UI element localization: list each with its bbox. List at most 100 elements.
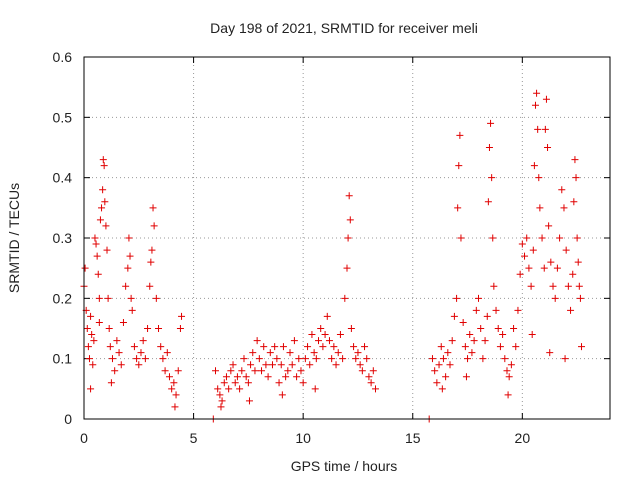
- data-point: [117, 361, 125, 369]
- data-point: [560, 204, 568, 212]
- data-point: [547, 258, 555, 266]
- data-point: [470, 337, 478, 345]
- data-point: [529, 246, 537, 254]
- data-point: [125, 234, 133, 242]
- data-point: [504, 391, 512, 399]
- data-point: [284, 367, 292, 375]
- data-point: [90, 337, 98, 345]
- data-point: [328, 355, 336, 363]
- y-tick-label: 0.4: [53, 170, 73, 186]
- data-point: [578, 343, 586, 351]
- data-point: [105, 325, 113, 332]
- data-point: [81, 264, 89, 272]
- data-point: [512, 343, 520, 351]
- data-point: [462, 373, 470, 381]
- data-point: [346, 216, 354, 224]
- data-point: [489, 234, 497, 242]
- data-point: [165, 373, 173, 381]
- data-point: [573, 234, 581, 242]
- data-point: [122, 282, 130, 290]
- data-point: [297, 367, 305, 375]
- data-point: [149, 204, 157, 212]
- data-point: [152, 294, 160, 302]
- data-point: [456, 131, 464, 139]
- data-point: [556, 234, 564, 242]
- data-point: [533, 89, 541, 97]
- data-point: [435, 361, 443, 369]
- data-point: [258, 367, 266, 375]
- data-point: [87, 312, 95, 320]
- data-point: [251, 367, 259, 375]
- data-point: [306, 361, 314, 369]
- data-point: [571, 156, 579, 164]
- data-point: [137, 349, 145, 357]
- data-point: [461, 343, 469, 351]
- data-point: [354, 349, 362, 357]
- data-point: [358, 367, 366, 375]
- data-point: [216, 391, 224, 399]
- data-point: [317, 325, 325, 332]
- data-point: [220, 379, 228, 387]
- data-point: [464, 355, 472, 363]
- data-points: [80, 89, 586, 423]
- data-point: [468, 349, 476, 357]
- data-point: [92, 240, 100, 248]
- data-point: [479, 355, 487, 363]
- y-tick-label: 0.2: [53, 290, 73, 306]
- data-point: [266, 349, 274, 357]
- data-point: [457, 234, 465, 242]
- data-point: [330, 343, 338, 351]
- data-point: [147, 258, 155, 266]
- data-point: [567, 306, 575, 314]
- data-point: [171, 403, 179, 411]
- data-point: [304, 343, 312, 351]
- data-point: [530, 162, 538, 170]
- data-point: [437, 343, 445, 351]
- data-point: [315, 337, 323, 345]
- data-point: [99, 156, 107, 164]
- data-point: [119, 318, 127, 326]
- data-point: [350, 343, 358, 351]
- chart-title: Day 198 of 2021, SRMTID for receiver mel…: [210, 20, 478, 36]
- data-point: [466, 331, 474, 339]
- data-point: [518, 240, 526, 248]
- data-point: [172, 391, 180, 399]
- data-point: [227, 367, 235, 375]
- data-point: [231, 379, 239, 387]
- tick-labels: 0 0.1 0.2 0.3 0.4 0.5 0.6 0 5 10 15 20: [53, 49, 531, 446]
- data-point: [103, 246, 111, 254]
- data-point: [260, 343, 268, 351]
- data-point: [431, 367, 439, 375]
- data-point: [301, 355, 309, 363]
- data-point: [98, 204, 106, 212]
- data-point: [96, 216, 104, 224]
- data-point: [244, 379, 252, 387]
- data-point: [168, 385, 176, 393]
- data-point: [484, 198, 492, 206]
- data-point: [133, 355, 141, 363]
- data-point: [144, 325, 152, 332]
- data-point: [521, 252, 529, 260]
- data-point: [523, 234, 531, 242]
- data-point: [253, 337, 261, 345]
- data-point: [89, 361, 97, 369]
- data-point: [84, 343, 92, 351]
- data-point: [238, 367, 246, 375]
- data-point: [455, 162, 463, 170]
- data-point: [510, 325, 518, 332]
- data-point: [442, 373, 450, 381]
- data-point: [332, 361, 340, 369]
- data-point: [525, 264, 533, 272]
- data-point: [262, 361, 270, 369]
- data-point: [161, 367, 169, 375]
- data-point: [485, 144, 493, 151]
- data-point: [564, 282, 572, 290]
- data-point: [562, 246, 570, 254]
- data-point: [483, 312, 491, 320]
- data-point: [575, 282, 583, 290]
- data-point: [217, 403, 225, 411]
- data-point: [334, 349, 342, 357]
- data-point: [271, 343, 279, 351]
- y-tick-label: 0.1: [53, 351, 73, 367]
